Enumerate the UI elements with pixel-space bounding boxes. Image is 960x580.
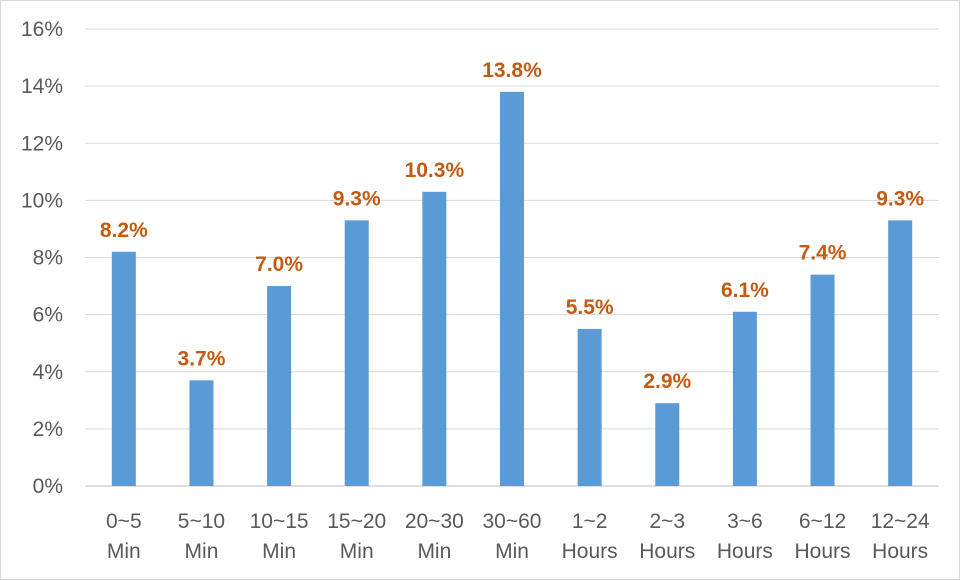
x-tick-label-line: 10~15 xyxy=(250,510,309,533)
y-tick-label: 16% xyxy=(21,18,63,41)
data-label: 7.0% xyxy=(255,253,303,276)
data-label: 7.4% xyxy=(799,242,847,265)
data-label: 5.5% xyxy=(566,296,614,319)
data-label: 3.7% xyxy=(178,347,226,370)
x-tick-label-line: 3~6 xyxy=(727,510,763,533)
x-tick-label-line: 30~60 xyxy=(483,510,542,533)
bar xyxy=(422,191,447,486)
x-tick-label-line: Min xyxy=(262,540,296,563)
bar xyxy=(577,328,602,486)
x-tick-label-line: Hours xyxy=(639,540,695,563)
data-label: 8.2% xyxy=(100,219,148,242)
data-labels: 8.2% 3.7% 7.0% 9.3% 10.3% 13.8% 5.5% 2.9% 6.1% 7.… xyxy=(100,59,925,393)
x-tick-label: 5~10 Min xyxy=(178,510,225,563)
data-label: 6.1% xyxy=(721,279,769,302)
bar xyxy=(267,286,292,486)
x-tick-label-line: Hours xyxy=(795,540,851,563)
y-tick-label: 4% xyxy=(33,361,63,384)
x-tick-label-line: Hours xyxy=(562,540,618,563)
x-tick-label-line: Min xyxy=(495,540,529,563)
bar xyxy=(810,274,835,486)
bars xyxy=(111,91,913,487)
data-label: 2.9% xyxy=(643,370,691,393)
x-tick-label-line: Min xyxy=(417,540,451,563)
x-tick-label-line: Min xyxy=(107,540,141,563)
x-tick-label: 15~20 Min xyxy=(327,510,386,563)
x-tick-label: 2~3 Hours xyxy=(639,510,695,563)
x-tick-label-line: 5~10 xyxy=(178,510,225,533)
x-tick-label: 3~6 Hours xyxy=(717,510,773,563)
bar xyxy=(732,311,757,486)
x-tick-label-line: 20~30 xyxy=(405,510,464,533)
x-tick-label-line: 6~12 xyxy=(799,510,846,533)
y-tick-label: 0% xyxy=(33,475,63,498)
data-label: 13.8% xyxy=(482,59,542,82)
x-tick-label: 10~15 Min xyxy=(250,510,309,563)
x-tick-label: 6~12 Hours xyxy=(795,510,851,563)
bar xyxy=(111,251,136,486)
x-tick-label: 0~5 Min xyxy=(106,510,142,563)
x-tick-label-line: Min xyxy=(185,540,219,563)
x-tick-label: 12~24 Hours xyxy=(871,510,930,563)
x-tick-label: 20~30 Min xyxy=(405,510,464,563)
y-tick-label: 14% xyxy=(21,75,63,98)
bar xyxy=(888,220,913,486)
x-tick-label: 30~60 Min xyxy=(483,510,542,563)
x-tick-label-line: Hours xyxy=(872,540,928,563)
x-tick-label-line: 12~24 xyxy=(871,510,930,533)
x-tick-label-line: 0~5 xyxy=(106,510,142,533)
data-label: 9.3% xyxy=(333,187,381,210)
x-tick-label-line: Min xyxy=(340,540,374,563)
bar xyxy=(189,380,214,486)
bar xyxy=(655,403,680,486)
x-tick-label: 1~2 Hours xyxy=(562,510,618,563)
bar xyxy=(344,220,369,486)
y-tick-label: 8% xyxy=(33,247,63,270)
bar xyxy=(500,91,524,487)
data-label: 10.3% xyxy=(405,159,465,182)
x-tick-label-line: 1~2 xyxy=(572,510,608,533)
y-tick-label: 10% xyxy=(21,189,63,212)
y-axis: 0% 2% 4% 6% 8% 10% 12% 14% 16% xyxy=(21,18,63,498)
x-tick-label-line: 15~20 xyxy=(327,510,386,533)
data-label: 9.3% xyxy=(876,187,924,210)
y-tick-label: 6% xyxy=(33,304,63,327)
x-tick-label-line: 2~3 xyxy=(649,510,685,533)
y-tick-label: 12% xyxy=(21,132,63,155)
x-tick-label-line: Hours xyxy=(717,540,773,563)
y-tick-label: 2% xyxy=(33,418,63,441)
